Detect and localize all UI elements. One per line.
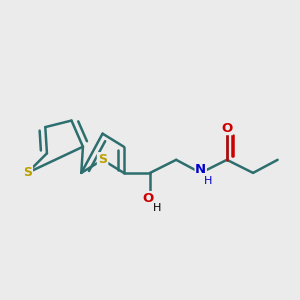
Text: N: N	[195, 163, 206, 176]
Text: O: O	[143, 192, 154, 205]
Text: H: H	[204, 176, 212, 186]
Text: H: H	[153, 203, 161, 213]
Text: S: S	[23, 167, 32, 179]
Text: O: O	[221, 122, 233, 135]
Text: S: S	[98, 153, 107, 166]
